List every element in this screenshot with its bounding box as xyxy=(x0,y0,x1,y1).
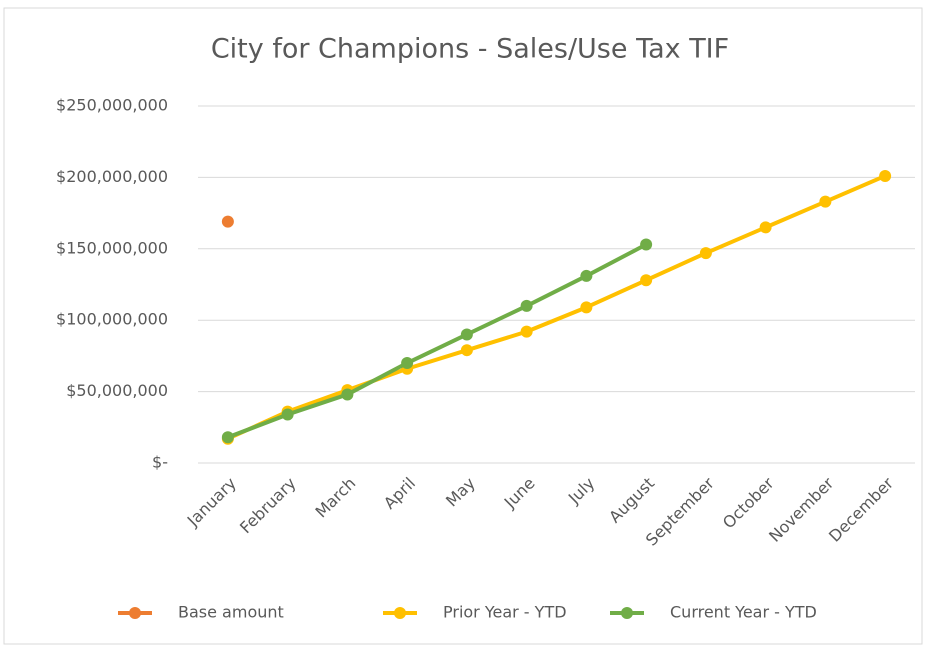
data-point xyxy=(580,269,593,282)
chart-frame xyxy=(3,7,923,645)
y-tick-label: $150,000,000 xyxy=(56,238,168,257)
series-line xyxy=(227,174,886,441)
series-line xyxy=(227,242,648,440)
legend-swatch-dot xyxy=(129,607,141,619)
data-point xyxy=(640,238,653,251)
data-point xyxy=(281,408,294,421)
legend-swatch-dot xyxy=(394,607,406,619)
data-point xyxy=(341,388,354,401)
data-point xyxy=(460,344,473,357)
data-point xyxy=(401,357,414,370)
data-point xyxy=(221,215,234,228)
legend-label: Current Year - YTD xyxy=(670,603,817,622)
y-tick-label: $200,000,000 xyxy=(56,167,168,186)
data-point xyxy=(580,301,593,314)
data-point xyxy=(520,299,533,312)
data-point xyxy=(699,247,712,260)
chart-title: City for Champions - Sales/Use Tax TIF xyxy=(211,34,729,65)
legend-label: Base amount xyxy=(178,603,284,622)
data-point xyxy=(460,328,473,341)
y-tick-label: $100,000,000 xyxy=(56,310,168,329)
data-point xyxy=(879,169,892,182)
y-tick-label: $50,000,000 xyxy=(66,381,168,400)
data-point xyxy=(759,221,772,234)
data-point xyxy=(520,325,533,338)
data-point xyxy=(221,431,234,444)
y-tick-label: $- xyxy=(152,453,168,472)
y-tick-label: $250,000,000 xyxy=(56,96,168,115)
legend-swatch-dot xyxy=(621,607,633,619)
data-point xyxy=(640,274,653,287)
legend-label: Prior Year - YTD xyxy=(443,603,567,622)
data-point xyxy=(819,195,832,208)
